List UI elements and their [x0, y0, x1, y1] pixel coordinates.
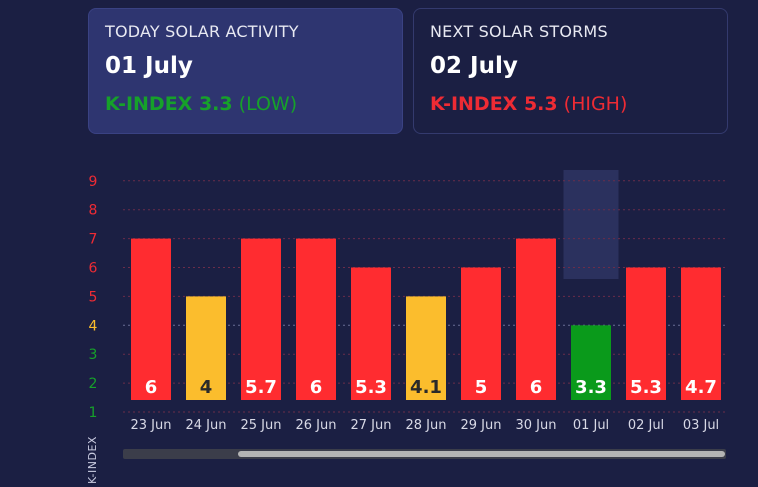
bar-value-label: 6 [310, 377, 323, 398]
today-k-index: K-INDEX 3.3 (LOW) [105, 93, 386, 115]
x-tick-label: 03 Jul [683, 418, 719, 433]
bar-value-label: 6 [530, 377, 543, 398]
next-k-index: K-INDEX 5.3 (HIGH) [430, 93, 711, 115]
bar-value-label: 4.7 [685, 377, 717, 398]
bar-value-label: 5.3 [630, 377, 662, 398]
x-tick-label: 27 Jun [351, 418, 392, 433]
y-tick-label: 6 [89, 261, 98, 277]
bar [351, 267, 391, 400]
x-tick-label: 29 Jun [461, 418, 502, 433]
today-k-level: (LOW) [238, 93, 298, 115]
bar [131, 238, 171, 400]
x-tick-label: 28 Jun [406, 418, 447, 433]
x-tick-label: 24 Jun [186, 418, 227, 433]
y-tick-label: 5 [89, 289, 98, 305]
bar-value-label: 6 [145, 377, 158, 398]
y-tick-label: 8 [89, 203, 98, 219]
next-k-level: (HIGH) [563, 93, 628, 115]
highlight-column [563, 170, 619, 279]
bar-value-label: 5.7 [245, 377, 277, 398]
today-card-title: TODAY SOLAR ACTIVITY [105, 22, 299, 41]
x-tick-label: 25 Jun [241, 418, 282, 433]
y-tick-label: 2 [89, 376, 98, 392]
bar [461, 267, 501, 400]
bar [626, 267, 666, 400]
next-date: 02 July [430, 53, 518, 79]
next-storm-card: NEXT SOLAR STORMS 02 July K-INDEX 5.3 (H… [413, 8, 728, 134]
bar [406, 296, 446, 400]
chart-scrollbar-thumb[interactable] [238, 451, 725, 457]
bar-value-label: 5.3 [355, 377, 387, 398]
y-axis-label: K-INDEX [86, 436, 99, 484]
x-tick-label: 30 Jun [516, 418, 557, 433]
x-tick-label: 02 Jul [628, 418, 664, 433]
y-tick-label: 4 [89, 318, 98, 334]
bar [241, 238, 281, 400]
k-index-bar-chart: 1 2 3 4 5 6 7 8 9 6 23 Jun 4 24 Jun 5.7 25 Jun 6 26 Jun 5… [89, 170, 728, 433]
next-card-title: NEXT SOLAR STORMS [430, 22, 608, 41]
bar-value-label: 3.3 [575, 377, 607, 398]
bar [516, 238, 556, 400]
x-tick-label: 01 Jul [573, 418, 609, 433]
next-k-value: K-INDEX 5.3 [430, 93, 558, 115]
y-tick-label: 3 [89, 347, 98, 363]
bar-value-label: 4 [200, 377, 213, 398]
y-tick-label: 9 [89, 174, 98, 190]
y-tick-label: 7 [89, 232, 98, 248]
x-tick-label: 23 Jun [131, 418, 172, 433]
today-k-value: K-INDEX 3.3 [105, 93, 233, 115]
bar [186, 296, 226, 400]
bar [571, 325, 611, 400]
today-date: 01 July [105, 53, 193, 79]
bar [296, 238, 336, 400]
today-solar-card: TODAY SOLAR ACTIVITY 01 July K-INDEX 3.3… [88, 8, 403, 134]
y-tick-label: 1 [89, 405, 98, 421]
bar-value-label: 5 [475, 377, 488, 398]
x-tick-label: 26 Jun [296, 418, 337, 433]
bar-value-label: 4.1 [410, 377, 442, 398]
bar [681, 267, 721, 400]
